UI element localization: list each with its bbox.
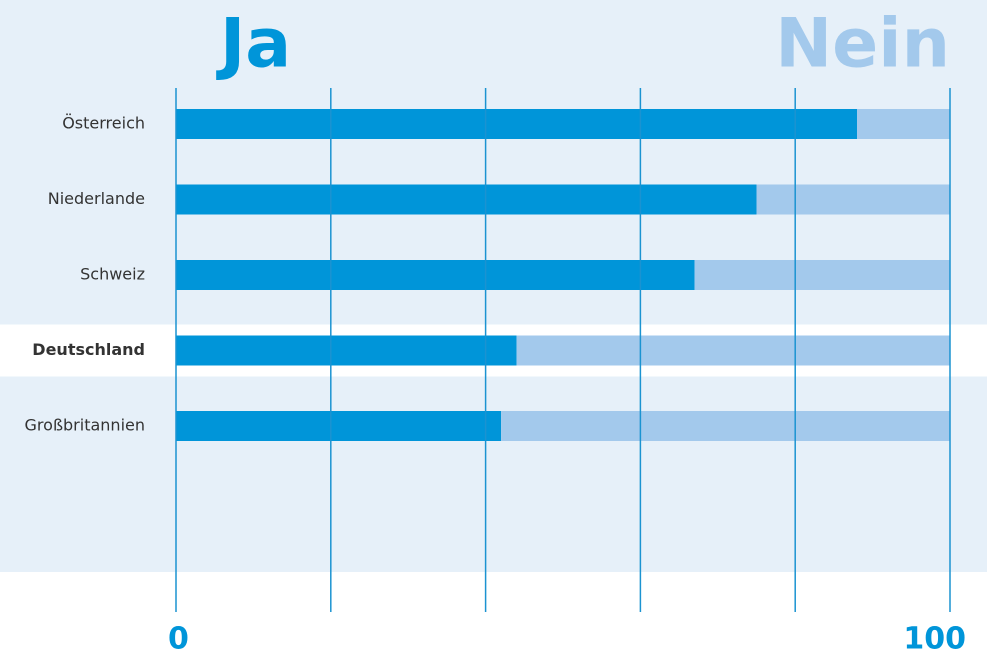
bar-segment [176, 260, 695, 290]
category-label: Großbritannien [25, 416, 145, 435]
bar-segment [694, 260, 950, 290]
category-label: Niederlande [48, 189, 145, 208]
bar-segment [501, 411, 950, 441]
category-label: Deutschland [32, 340, 145, 359]
category-label: Österreich [62, 114, 145, 133]
legend-nein: Nein [775, 5, 950, 84]
bar-segment [516, 335, 950, 366]
bar-segment [176, 109, 858, 139]
category-label: Schweiz [80, 265, 145, 284]
bar-segment [176, 184, 757, 215]
bar-segment [857, 109, 950, 139]
bar-segment [176, 335, 517, 366]
bar-segment [756, 184, 950, 215]
bar-segment [176, 411, 502, 441]
legend-ja: Ja [216, 5, 291, 84]
x-tick-label: 100 [903, 622, 966, 656]
x-tick-label: 0 [168, 622, 189, 656]
